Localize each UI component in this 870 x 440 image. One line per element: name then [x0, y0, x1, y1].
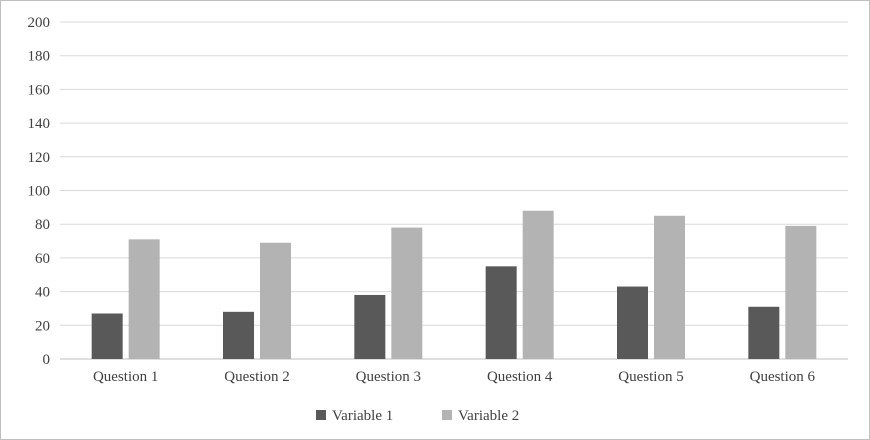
y-tick-label: 160 — [28, 82, 51, 98]
bar-variable-1 — [748, 306, 780, 359]
x-category-label: Question 5 — [618, 369, 683, 385]
bar-variable-2 — [128, 239, 160, 359]
bar-variable-1 — [617, 286, 648, 359]
bar-variable-2 — [391, 227, 423, 359]
bar-variable-1 — [485, 266, 517, 359]
y-tick-label: 40 — [35, 285, 50, 301]
y-tick-label: 140 — [28, 116, 51, 132]
y-tick-label: 120 — [28, 150, 51, 166]
bar-variable-2 — [654, 215, 685, 359]
y-tick-label: 20 — [35, 318, 50, 334]
bar-variable-1 — [354, 294, 386, 359]
bar-variable-2 — [785, 225, 817, 359]
bar-variable-2 — [522, 210, 554, 359]
legend-label: Variable 1 — [332, 408, 393, 424]
y-tick-label: 80 — [35, 217, 50, 233]
bar-variable-1 — [91, 313, 123, 359]
x-category-label: Question 4 — [487, 369, 553, 385]
legend-label: Variable 2 — [458, 408, 519, 424]
legend-swatch-variable-2 — [442, 410, 452, 420]
y-tick-label: 60 — [35, 251, 50, 267]
x-category-label: Question 3 — [356, 369, 421, 385]
y-tick-label: 100 — [28, 184, 51, 200]
x-category-label: Question 6 — [750, 369, 816, 385]
y-tick-label: 180 — [28, 49, 51, 65]
x-category-label: Question 1 — [93, 369, 158, 385]
y-tick-label: 200 — [28, 15, 51, 31]
legend-swatch-variable-1 — [316, 410, 326, 420]
bar-variable-2 — [260, 242, 291, 359]
bar-variable-1 — [223, 311, 254, 359]
y-tick-label: 0 — [43, 352, 51, 368]
x-category-label: Question 2 — [224, 369, 289, 385]
